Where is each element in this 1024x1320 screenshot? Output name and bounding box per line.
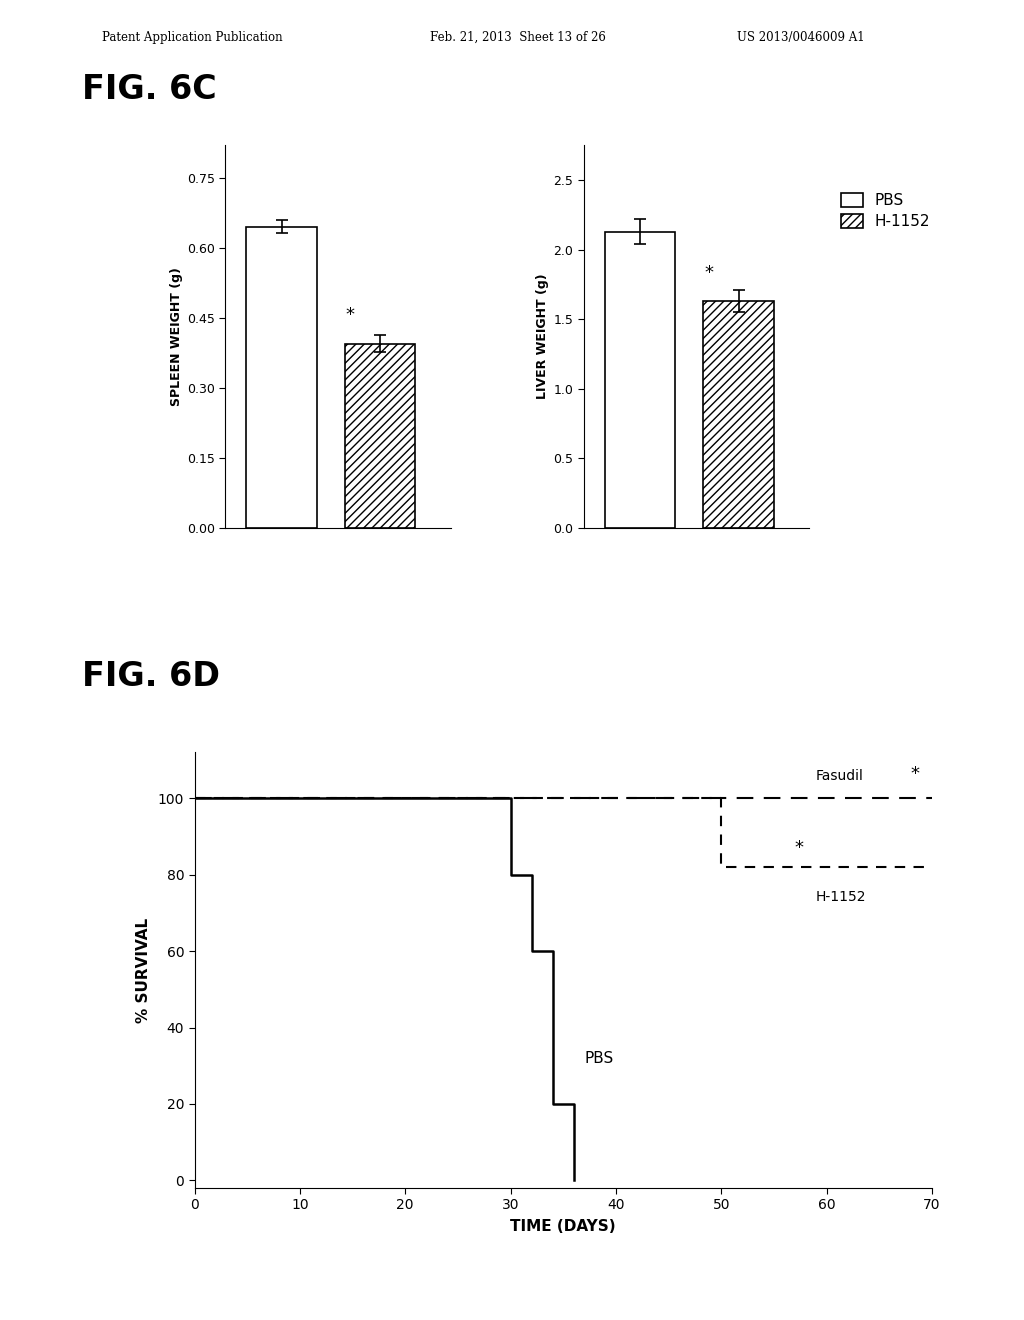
Y-axis label: SPLEEN WEIGHT (g): SPLEEN WEIGHT (g): [170, 267, 182, 407]
Text: US 2013/0046009 A1: US 2013/0046009 A1: [737, 30, 865, 44]
Y-axis label: % SURVIVAL: % SURVIVAL: [136, 917, 151, 1023]
Text: *: *: [910, 766, 920, 783]
Bar: [605, 231, 675, 528]
Bar: [247, 227, 316, 528]
Text: Fasudil: Fasudil: [816, 770, 864, 783]
Bar: [345, 343, 416, 528]
Legend: PBS, H-1152: PBS, H-1152: [841, 193, 931, 230]
Text: *: *: [795, 840, 804, 857]
Y-axis label: LIVER WEIGHT (g): LIVER WEIGHT (g): [537, 273, 549, 400]
Text: FIG. 6C: FIG. 6C: [82, 73, 217, 106]
Text: *: *: [705, 264, 713, 281]
Text: Feb. 21, 2013  Sheet 13 of 26: Feb. 21, 2013 Sheet 13 of 26: [430, 30, 606, 44]
Text: H-1152: H-1152: [816, 890, 866, 904]
Text: PBS: PBS: [585, 1051, 613, 1065]
Text: *: *: [346, 305, 355, 323]
X-axis label: TIME (DAYS): TIME (DAYS): [510, 1220, 616, 1234]
Text: Patent Application Publication: Patent Application Publication: [102, 30, 283, 44]
Bar: [703, 301, 774, 528]
Text: FIG. 6D: FIG. 6D: [82, 660, 220, 693]
